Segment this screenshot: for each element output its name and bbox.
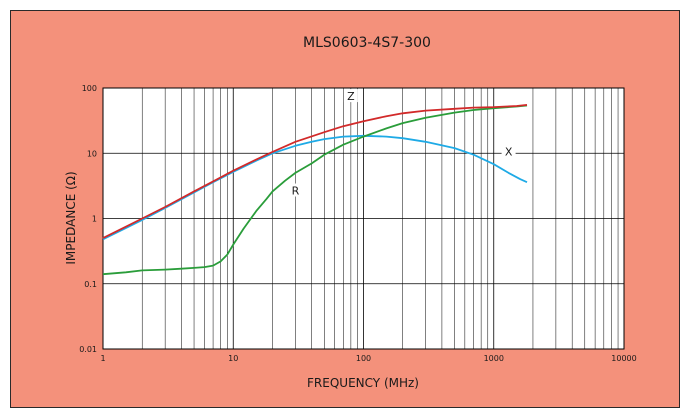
impedance-chart: MLS0603-4S7-300 1 10 100 1000 100000.010.111… xyxy=(64,35,637,390)
x-tick-label: 1000 xyxy=(484,354,504,363)
series-r-label-bg xyxy=(288,183,303,197)
chart-panel: MLS0603-4S7-300 1 10 100 1000 10000 0.01 0.1 1 1… xyxy=(10,10,680,408)
y-tick-label: 0.1 xyxy=(84,280,97,289)
x-tick-label: 100 xyxy=(356,354,371,363)
x-tick-label: 1 xyxy=(100,354,105,363)
y-axis-title: IMPEDANCE (Ω) xyxy=(64,171,78,264)
grid xyxy=(102,88,624,350)
series-z-label: Z xyxy=(347,90,355,103)
x-tick-label: 10 xyxy=(228,354,238,363)
y-tick-label: 100 xyxy=(82,84,97,93)
x-axis-title: FREQUENCY (MHz) xyxy=(307,376,419,390)
series-z-label-bg xyxy=(343,89,358,103)
chart-title: MLS0603-4S7-300 xyxy=(303,35,431,51)
y-tick-label: 10 xyxy=(87,149,97,158)
y-tick-label: 1 xyxy=(92,215,97,224)
series-labels: Z R X xyxy=(288,89,516,198)
x-tick-label: 10000 xyxy=(611,354,636,363)
series-r-label: R xyxy=(292,185,300,198)
series-x-label: X xyxy=(505,145,513,158)
y-tick-label: 0.01 xyxy=(79,345,97,354)
series-r-line xyxy=(102,104,528,276)
series-layer xyxy=(102,104,528,276)
series-x-label-bg xyxy=(501,144,516,158)
axis-ticks: 1 10 100 1000 10000 0.01 0.1 1 10 100 xyxy=(79,84,637,363)
series-z-line xyxy=(102,104,528,239)
